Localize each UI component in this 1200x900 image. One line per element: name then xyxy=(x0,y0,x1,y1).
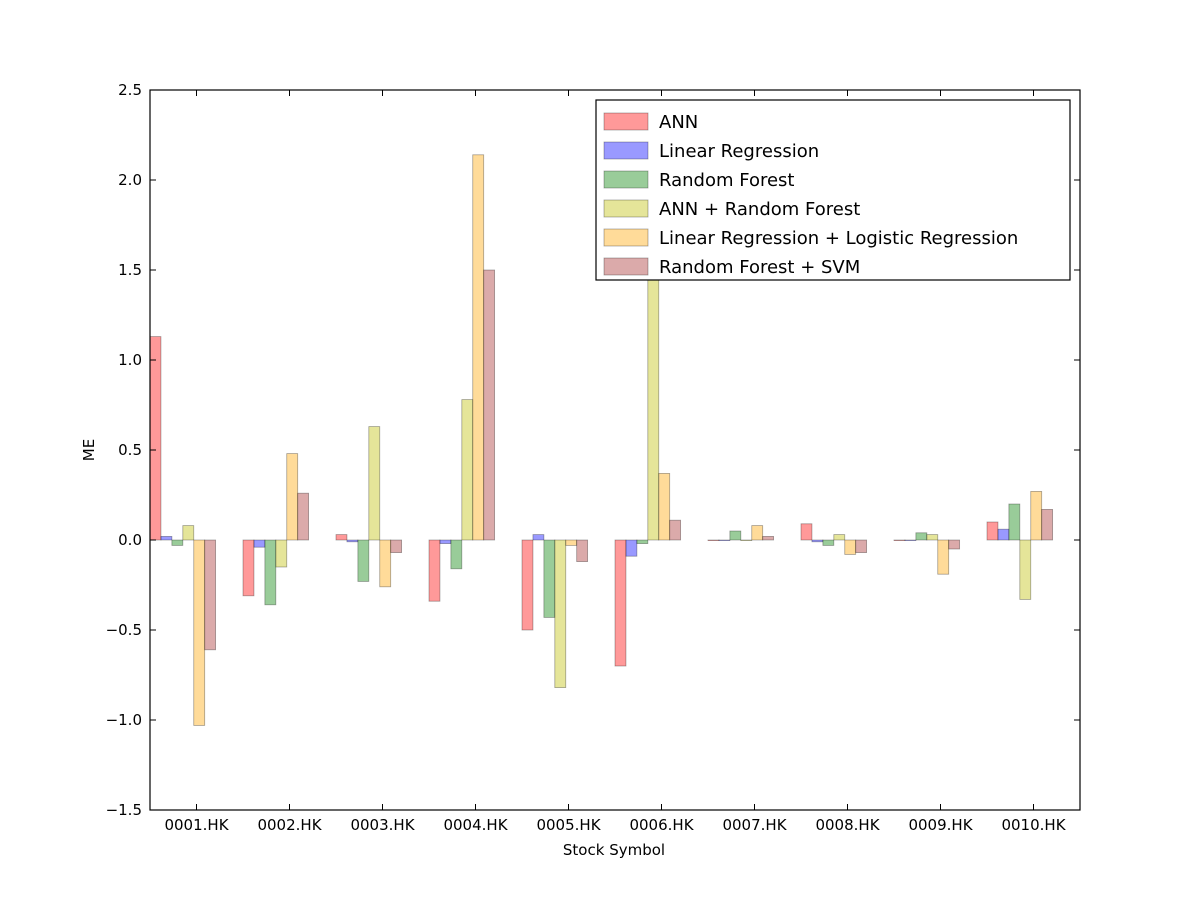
bar-0007.HK-series-4 xyxy=(740,539,753,542)
bar-0008.HK-series-1 xyxy=(800,523,813,541)
bar-0008.HK-series-4 xyxy=(833,534,846,541)
bar-0007.HK-series-2 xyxy=(718,539,731,542)
bar-0005.HK-series-4 xyxy=(554,539,567,689)
x-tick-label: 0006.HK xyxy=(629,816,694,834)
bar-0002.HK-series-4 xyxy=(275,539,288,568)
legend-swatch-series-1 xyxy=(603,112,649,131)
bar-0006.HK-series-4 xyxy=(647,269,660,541)
legend-label-series-2: Linear Regression xyxy=(659,141,819,162)
bar-0006.HK-series-3 xyxy=(636,539,649,544)
legend-label-series-4: ANN + Random Forest xyxy=(659,199,860,220)
bar-0001.HK-series-6 xyxy=(204,539,217,651)
bar-0007.HK-series-1 xyxy=(707,539,720,542)
x-tick-label: 0007.HK xyxy=(722,816,787,834)
bar-0010.HK-series-1 xyxy=(986,521,999,541)
bar-0002.HK-series-5 xyxy=(286,453,299,541)
bar-0009.HK-series-3 xyxy=(915,532,928,541)
legend: ANN Linear Regression Random Forest ANN + R… xyxy=(595,99,1071,281)
legend-box xyxy=(595,99,1071,281)
legend-label-series-6: Random Forest + SVM xyxy=(659,257,860,278)
bar-0004.HK-series-6 xyxy=(483,269,496,541)
bar-0010.HK-series-4 xyxy=(1019,539,1032,600)
bar-0001.HK-series-5 xyxy=(193,539,206,726)
bar-0010.HK-series-3 xyxy=(1008,503,1021,541)
bar-0009.HK-series-1 xyxy=(893,539,906,542)
bar-0003.HK-series-3 xyxy=(357,539,370,582)
legend-swatch-series-5 xyxy=(603,228,649,247)
bar-0005.HK-series-6 xyxy=(576,539,589,563)
legend-label-series-3: Random Forest xyxy=(659,170,794,191)
bar-0001.HK-series-1 xyxy=(149,336,162,541)
y-tick-label: −1.5 xyxy=(106,801,142,819)
bar-0007.HK-series-6 xyxy=(762,536,775,541)
bar-0002.HK-series-2 xyxy=(253,539,266,548)
bar-0004.HK-series-3 xyxy=(450,539,463,570)
y-axis-label: ME xyxy=(80,439,98,461)
bar-0001.HK-series-4 xyxy=(182,525,195,541)
bar-0008.HK-series-5 xyxy=(844,539,857,555)
x-tick-label: 0004.HK xyxy=(443,816,508,834)
bar-0006.HK-series-6 xyxy=(669,519,682,541)
bar-0006.HK-series-5 xyxy=(658,472,671,541)
bar-0003.HK-series-4 xyxy=(368,426,381,541)
bar-0003.HK-series-6 xyxy=(390,539,403,554)
y-tick-label: 0.5 xyxy=(118,441,142,459)
axes-layer: −1.5 −1.0 −0.5 0.0 0.5 1.0 1.5 2.0 2.5 0001.HK 000… xyxy=(106,81,1081,834)
bar-0008.HK-series-3 xyxy=(822,539,835,546)
legend-label-series-5: Linear Regression + Logistic Regression xyxy=(659,228,1018,249)
y-tick-label: −1.0 xyxy=(106,711,142,729)
x-tick-label: 0010.HK xyxy=(1001,816,1066,834)
bar-0005.HK-series-5 xyxy=(565,539,578,546)
legend-swatch-series-3 xyxy=(603,170,649,189)
x-tick-label: 0003.HK xyxy=(350,816,415,834)
bar-0004.HK-series-2 xyxy=(439,539,452,544)
bar-0009.HK-series-4 xyxy=(926,534,939,541)
bar-0006.HK-series-1 xyxy=(614,539,627,667)
y-tick-label: 2.0 xyxy=(118,171,142,189)
bar-0002.HK-series-3 xyxy=(264,539,277,606)
bar-0007.HK-series-3 xyxy=(729,530,742,541)
bar-0002.HK-series-6 xyxy=(297,492,310,541)
bar-0007.HK-series-5 xyxy=(751,525,764,541)
bar-0006.HK-series-2 xyxy=(625,539,638,557)
bar-0004.HK-series-4 xyxy=(461,399,474,541)
bars-layer xyxy=(149,154,1054,726)
legend-label-series-1: ANN xyxy=(659,112,698,133)
bar-0009.HK-series-5 xyxy=(937,539,950,575)
bar-0010.HK-series-5 xyxy=(1030,490,1043,541)
x-tick-label: 0009.HK xyxy=(908,816,973,834)
bar-0010.HK-series-2 xyxy=(997,528,1010,541)
bar-0002.HK-series-1 xyxy=(242,539,255,597)
bar-0003.HK-series-1 xyxy=(335,534,348,541)
legend-swatch-series-6 xyxy=(603,257,649,276)
bar-0010.HK-series-6 xyxy=(1041,508,1054,541)
legend-swatch-series-2 xyxy=(603,141,649,160)
x-tick-label: 0002.HK xyxy=(257,816,322,834)
bar-0001.HK-series-2 xyxy=(160,536,173,541)
y-tick-label: 2.5 xyxy=(118,81,142,99)
bar-0003.HK-series-2 xyxy=(346,539,359,543)
y-tick-label: −0.5 xyxy=(106,621,142,639)
x-tick-label: 0005.HK xyxy=(536,816,601,834)
bar-0005.HK-series-1 xyxy=(521,539,534,631)
x-tick-label: 0008.HK xyxy=(815,816,880,834)
bar-0005.HK-series-2 xyxy=(532,534,545,541)
bar-0001.HK-series-3 xyxy=(171,539,184,546)
x-axis-label: Stock Symbol xyxy=(563,841,665,859)
y-tick-label: 1.0 xyxy=(118,351,142,369)
bar-0008.HK-series-6 xyxy=(855,539,868,554)
bar-0004.HK-series-5 xyxy=(472,154,485,541)
bar-0009.HK-series-2 xyxy=(904,539,917,542)
bar-0009.HK-series-6 xyxy=(948,539,961,550)
x-tick-label: 0001.HK xyxy=(164,816,229,834)
legend-swatch-series-4 xyxy=(603,199,649,218)
y-tick-label: 0.0 xyxy=(118,531,142,549)
bar-0008.HK-series-2 xyxy=(811,539,824,543)
bar-0003.HK-series-5 xyxy=(379,539,392,588)
bar-0005.HK-series-3 xyxy=(543,539,556,618)
bar-0004.HK-series-1 xyxy=(428,539,441,602)
y-tick-label: 1.5 xyxy=(118,261,142,279)
